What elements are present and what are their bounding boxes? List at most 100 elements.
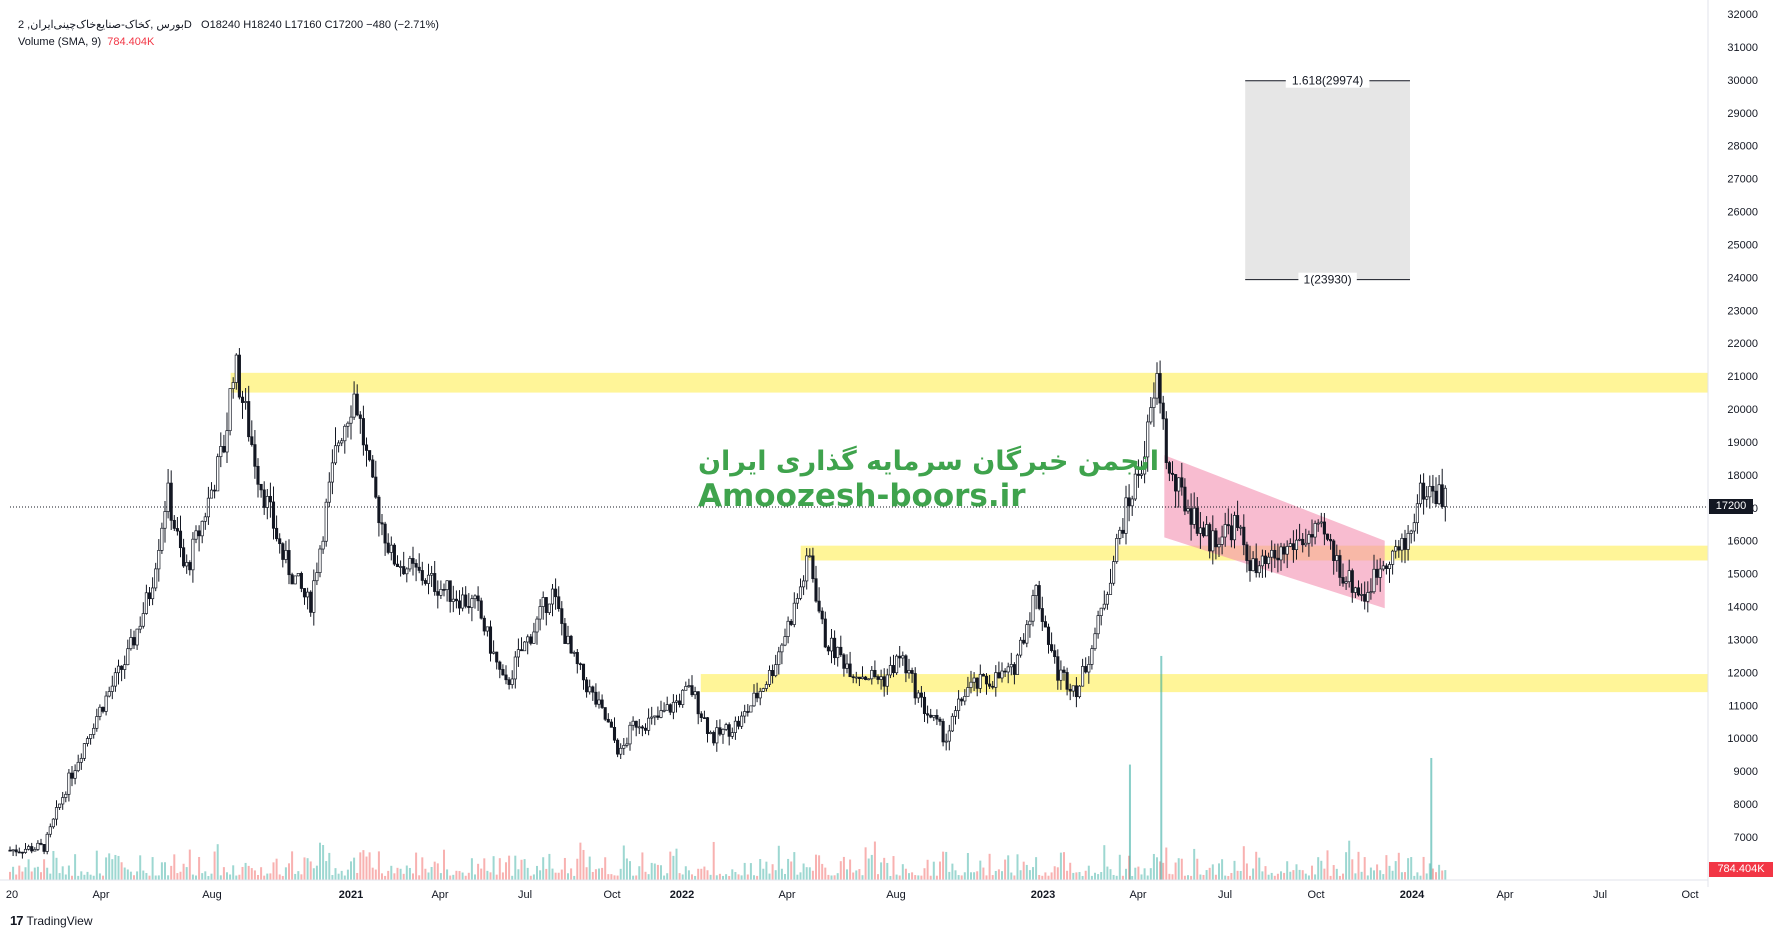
price-tick-label: 8000 <box>1734 799 1758 811</box>
volume-bar <box>749 863 752 880</box>
candle-body <box>585 679 589 693</box>
candle-body <box>544 597 548 613</box>
candle-body <box>696 691 700 715</box>
candle-body <box>547 603 551 613</box>
price-axis[interactable]: 7000 8000 9000 10000 11000 12000 13000 14000 150… <box>1727 9 1758 844</box>
descending-channel[interactable] <box>1164 455 1385 609</box>
candle-body <box>135 628 139 646</box>
sr-zone <box>700 674 1708 693</box>
candle-body <box>51 818 55 828</box>
volume-bar <box>315 865 318 880</box>
candle-body <box>423 580 427 584</box>
candle-body <box>668 704 672 713</box>
candle-body <box>829 637 834 652</box>
candle-body <box>1350 570 1354 593</box>
volume-bar <box>554 872 557 880</box>
candle-body <box>1319 521 1323 524</box>
candle-body <box>1006 666 1010 673</box>
volume-bar <box>89 874 92 880</box>
candle-body <box>916 692 920 699</box>
volume-bar <box>935 875 938 880</box>
volume-bar <box>852 872 855 880</box>
candle-body <box>39 842 43 845</box>
volume-bar <box>839 861 842 880</box>
volume-bar <box>1252 868 1255 880</box>
volume-bar <box>114 854 117 880</box>
candle-body <box>1239 526 1243 529</box>
candle-body <box>938 718 942 722</box>
time-axis[interactable]: 20 Apr Aug 2021 Apr Jul Oct 2022 Apr Aug 2023 Apr Ju… <box>6 889 1699 901</box>
volume-spike <box>1160 655 1163 880</box>
volume-bar <box>297 871 300 880</box>
volume-bar <box>901 864 904 880</box>
candle-body <box>907 670 911 674</box>
candle-body <box>20 851 24 854</box>
volume-bar <box>64 874 67 880</box>
candle-body <box>488 626 493 654</box>
candle-body <box>405 568 409 575</box>
candlesticks <box>8 348 1447 859</box>
candle-body <box>219 446 223 458</box>
volume-bar <box>1326 850 1329 880</box>
volume-bar <box>904 868 907 880</box>
volume-bar <box>278 874 281 880</box>
volume-bar <box>1236 870 1239 880</box>
volume-bar <box>396 867 399 880</box>
volume-bar <box>309 861 312 880</box>
candle-body <box>126 648 130 666</box>
volume-bar <box>1004 859 1007 880</box>
candle-body <box>426 574 431 584</box>
time-tick-label: Oct <box>1307 889 1324 901</box>
volume-bar <box>176 873 179 880</box>
watermark-persian: انجمن خبرگان سرمایه گذاری ایران <box>698 446 1160 477</box>
candle-body <box>656 715 660 718</box>
candle-body <box>746 711 750 713</box>
volume-bar <box>1419 875 1422 880</box>
volume-bar <box>889 875 892 880</box>
volume-bar <box>830 875 833 880</box>
candle-body <box>1325 533 1330 540</box>
volume-bar <box>756 875 759 880</box>
candle-body <box>27 846 31 850</box>
volume-bar <box>402 873 405 880</box>
candle-body <box>411 558 415 564</box>
support-resistance-zones[interactable] <box>230 372 1708 693</box>
candle-body <box>513 656 517 680</box>
candle-body <box>89 734 93 739</box>
volume-bar <box>505 862 507 880</box>
volume-bar <box>567 873 569 880</box>
time-tick-label: Oct <box>1681 889 1698 901</box>
fibonacci-extension[interactable]: 1.618(29974) 1(23930) <box>1245 73 1410 287</box>
candle-body <box>442 589 446 591</box>
tradingview-logo[interactable]: 17 TradingView <box>10 913 93 928</box>
price-tick-label: 12000 <box>1727 667 1758 679</box>
volume-bar <box>1112 874 1115 880</box>
volume-bar <box>36 866 39 880</box>
volume-bar <box>470 858 473 880</box>
candle-body <box>910 670 914 674</box>
candle-body <box>457 600 462 609</box>
candle-body <box>1102 603 1106 609</box>
price-tick-label: 32000 <box>1727 9 1758 21</box>
candle-body <box>265 495 269 508</box>
time-tick-label: 2024 <box>1400 889 1425 901</box>
volume-bar <box>1255 851 1258 880</box>
candle-body <box>767 670 772 685</box>
volume-bar <box>439 873 442 880</box>
volume-bar <box>926 859 929 880</box>
volume-bar <box>1435 872 1437 880</box>
volume-bar <box>932 861 935 880</box>
volume-bar <box>656 864 659 880</box>
volume-bar <box>1249 875 1251 880</box>
volume-bar <box>18 865 21 880</box>
volume-bar <box>765 861 768 880</box>
candle-body <box>1232 515 1237 541</box>
volume-bar <box>1404 872 1406 880</box>
candle-body <box>922 696 927 715</box>
volume-bar <box>563 857 566 880</box>
volume-bar <box>1205 870 1208 880</box>
volume-bar <box>154 875 157 880</box>
candle-body <box>823 618 827 648</box>
volume-bar <box>1376 864 1379 880</box>
